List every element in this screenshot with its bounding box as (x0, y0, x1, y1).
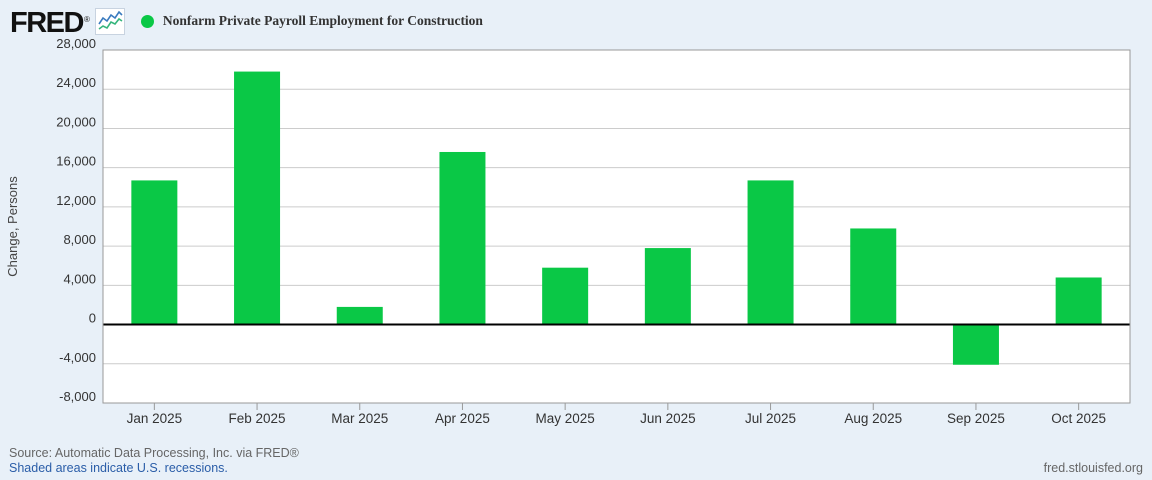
bar[interactable] (439, 151, 486, 325)
x-axis-tick-label: Feb 2025 (229, 411, 286, 426)
x-axis-tick-label: May 2025 (536, 411, 595, 426)
x-axis-tick-label: Mar 2025 (331, 411, 388, 426)
y-axis-tick-label: 0 (89, 311, 96, 326)
bar[interactable] (542, 267, 589, 325)
y-axis-tick-label: 12,000 (56, 193, 96, 208)
fred-logo-text: FRED (10, 6, 84, 39)
bar[interactable] (131, 180, 178, 325)
y-axis-tick-label: -8,000 (59, 389, 96, 404)
x-axis-tick-label: Sep 2025 (947, 411, 1005, 426)
x-axis-tick-label: Aug 2025 (844, 411, 902, 426)
registered-trademark: ® (83, 14, 90, 24)
bar[interactable] (952, 324, 999, 365)
y-axis-title: Change, Persons (5, 176, 20, 277)
source-note: Source: Automatic Data Processing, Inc. … (9, 446, 299, 460)
y-axis-tick-label: -4,000 (59, 350, 96, 365)
bar[interactable] (336, 306, 383, 325)
fred-logo[interactable]: FRED ® (10, 6, 90, 37)
series-title: Nonfarm Private Payroll Employment for C… (162, 13, 483, 28)
y-axis-tick-label: 16,000 (56, 154, 96, 169)
legend-item[interactable]: Nonfarm Private Payroll Employment for C… (140, 13, 483, 29)
x-axis-tick-label: Jul 2025 (745, 411, 796, 426)
recessions-link[interactable]: Shaded areas indicate U.S. recessions. (9, 461, 228, 475)
bar[interactable] (850, 228, 897, 325)
plot-border (102, 49, 1131, 404)
y-axis-tick-label: 24,000 (56, 75, 96, 90)
x-axis-tick-label: Oct 2025 (1051, 411, 1106, 426)
chart-header: FRED ® Nonfarm Private Payroll Employment… (10, 4, 483, 38)
y-axis-tick-label: 4,000 (63, 271, 96, 286)
bar[interactable] (644, 248, 691, 325)
x-axis-tick-label: Jan 2025 (127, 411, 183, 426)
bar[interactable] (1055, 277, 1102, 325)
y-axis-tick-label: 28,000 (56, 36, 96, 51)
x-axis-tick-label: Apr 2025 (435, 411, 490, 426)
x-axis-tick-label: Jun 2025 (640, 411, 696, 426)
bar[interactable] (234, 71, 281, 325)
site-label: fred.stlouisfed.org (1043, 461, 1143, 475)
sparkline-icon (94, 7, 125, 35)
y-axis-tick-label: 8,000 (63, 232, 96, 247)
y-axis-tick-label: 20,000 (56, 114, 96, 129)
bar[interactable] (747, 180, 794, 325)
series-marker-icon (140, 14, 154, 28)
